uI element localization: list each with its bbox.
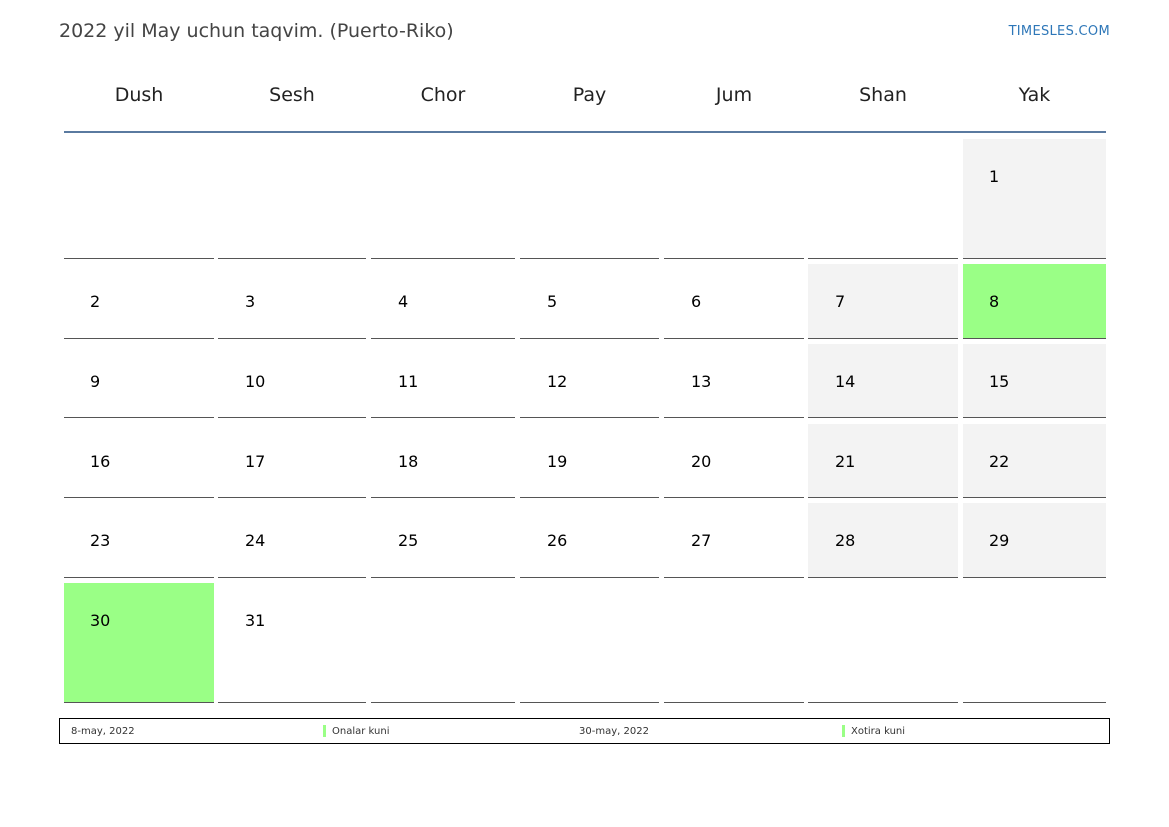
day-cell: 18 <box>371 424 515 498</box>
day-number: 31 <box>245 611 266 630</box>
day-number: 22 <box>989 452 1010 471</box>
day-cell: 5 <box>520 264 659 339</box>
day-cell: 30 <box>64 583 214 703</box>
day-cell: 16 <box>64 424 214 498</box>
weekday-label: Jum <box>715 84 753 106</box>
day-number: 2 <box>90 292 101 311</box>
day-number: 30 <box>90 611 111 630</box>
weekday-label: Sesh <box>269 84 315 106</box>
empty-day-cell <box>371 583 515 703</box>
day-number: 4 <box>398 292 409 311</box>
legend-color-swatch <box>842 725 845 737</box>
day-number: 6 <box>691 292 702 311</box>
day-number: 9 <box>90 372 101 391</box>
day-cell: 24 <box>218 503 366 578</box>
page-title: 2022 yil May uchun taqvim. (Puerto-Riko) <box>59 20 454 42</box>
day-number: 17 <box>245 452 266 471</box>
day-cell: 20 <box>664 424 804 498</box>
legend-date: 8-may, 2022 <box>71 726 135 737</box>
day-number: 24 <box>245 531 266 550</box>
day-cell: 14 <box>808 344 958 418</box>
day-number: 15 <box>989 372 1010 391</box>
day-cell: 7 <box>808 264 958 339</box>
day-number: 16 <box>90 452 111 471</box>
holiday-legend: 8-may, 2022 Onalar kuni 30-may, 2022 Xot… <box>59 718 1110 744</box>
day-number: 26 <box>547 531 568 550</box>
day-cell: 13 <box>664 344 804 418</box>
day-cell: 23 <box>64 503 214 578</box>
day-cell: 21 <box>808 424 958 498</box>
day-cell: 15 <box>963 344 1106 418</box>
day-cell: 3 <box>218 264 366 339</box>
empty-day-cell <box>808 139 958 259</box>
day-cell: 17 <box>218 424 366 498</box>
day-number: 21 <box>835 452 856 471</box>
day-cell: 31 <box>218 583 366 703</box>
day-number: 12 <box>547 372 568 391</box>
day-number: 28 <box>835 531 856 550</box>
day-number: 10 <box>245 372 266 391</box>
empty-day-cell <box>664 583 804 703</box>
legend-color-swatch <box>323 725 326 737</box>
day-number: 1 <box>989 167 1000 186</box>
day-cell: 12 <box>520 344 659 418</box>
day-cell: 4 <box>371 264 515 339</box>
day-number: 13 <box>691 372 712 391</box>
day-cell: 11 <box>371 344 515 418</box>
day-cell: 28 <box>808 503 958 578</box>
empty-day-cell <box>520 139 659 259</box>
empty-day-cell <box>520 583 659 703</box>
day-number: 8 <box>989 292 1000 311</box>
day-cell: 27 <box>664 503 804 578</box>
day-number: 20 <box>691 452 712 471</box>
weekday-header: Dush Sesh Chor Pay Jum Shan Yak <box>64 84 1106 114</box>
day-cell: 9 <box>64 344 214 418</box>
day-number: 5 <box>547 292 558 311</box>
day-cell: 26 <box>520 503 659 578</box>
day-cell: 1 <box>963 139 1106 259</box>
day-cell: 25 <box>371 503 515 578</box>
day-cell: 2 <box>64 264 214 339</box>
empty-day-cell <box>963 583 1106 703</box>
day-number: 18 <box>398 452 419 471</box>
day-number: 14 <box>835 372 856 391</box>
weekday-label: Shan <box>859 84 907 106</box>
legend-date: 30-may, 2022 <box>579 726 649 737</box>
site-link[interactable]: TIMESLES.COM <box>1008 24 1110 39</box>
day-cell: 10 <box>218 344 366 418</box>
day-number: 19 <box>547 452 568 471</box>
weekday-label: Yak <box>1018 84 1051 106</box>
legend-holiday-name: Onalar kuni <box>332 726 390 737</box>
day-number: 23 <box>90 531 111 550</box>
day-cell: 19 <box>520 424 659 498</box>
day-number: 25 <box>398 531 419 550</box>
weekday-label: Pay <box>572 84 607 106</box>
day-number: 11 <box>398 372 419 391</box>
empty-day-cell <box>218 139 366 259</box>
day-number: 27 <box>691 531 712 550</box>
day-cell: 8 <box>963 264 1106 339</box>
day-cell: 22 <box>963 424 1106 498</box>
empty-day-cell <box>808 583 958 703</box>
empty-day-cell <box>664 139 804 259</box>
day-number: 29 <box>989 531 1010 550</box>
day-number: 3 <box>245 292 256 311</box>
day-cell: 6 <box>664 264 804 339</box>
empty-day-cell <box>64 139 214 259</box>
header-divider <box>64 131 1106 133</box>
empty-day-cell <box>371 139 515 259</box>
legend-holiday-name: Xotira kuni <box>851 726 906 737</box>
day-cell: 29 <box>963 503 1106 578</box>
weekday-label: Chor <box>420 84 466 106</box>
weekday-label: Dush <box>114 84 164 106</box>
day-number: 7 <box>835 292 846 311</box>
